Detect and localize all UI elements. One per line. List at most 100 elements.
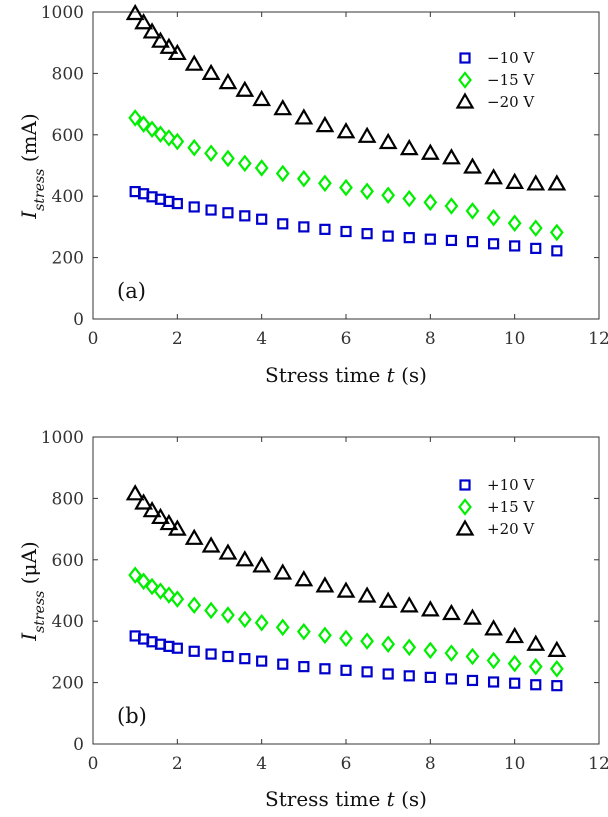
data-point bbox=[463, 157, 482, 174]
legend-marker bbox=[455, 519, 475, 536]
data-point bbox=[128, 109, 143, 127]
data-point bbox=[136, 572, 151, 591]
data-point bbox=[382, 668, 394, 680]
data-point bbox=[340, 225, 352, 238]
data-point bbox=[218, 72, 238, 90]
data-point bbox=[184, 528, 204, 545]
data-point bbox=[145, 577, 159, 596]
x-axis-label-var-b: t bbox=[387, 787, 396, 811]
data-point bbox=[125, 484, 145, 501]
data-point bbox=[222, 650, 234, 663]
data-point bbox=[403, 232, 415, 244]
series-triangle-b bbox=[125, 484, 567, 657]
x-tick-label: 10 bbox=[504, 754, 526, 774]
x-tick-label: 4 bbox=[256, 754, 267, 774]
x-tick-label: 8 bbox=[425, 754, 436, 774]
data-point bbox=[273, 563, 293, 580]
x-tick-label: 6 bbox=[341, 329, 352, 349]
data-point bbox=[188, 201, 200, 213]
y-tick-label: 0 bbox=[73, 310, 84, 330]
data-point bbox=[294, 108, 314, 125]
data-point bbox=[142, 22, 162, 39]
data-point bbox=[465, 647, 480, 666]
data-point bbox=[319, 663, 331, 675]
ticks-a: 0 2 4 6 8 10 12 0 200 400 600 800 1000 bbox=[41, 3, 608, 349]
series-diamond-a bbox=[128, 109, 564, 242]
series-diamond-b bbox=[128, 566, 564, 678]
legend-label: +20 V bbox=[487, 520, 535, 538]
data-point bbox=[505, 172, 525, 189]
y-axis-label-sub-b: stress bbox=[32, 591, 48, 633]
data-point bbox=[254, 613, 269, 632]
data-point bbox=[273, 99, 293, 116]
data-point bbox=[399, 138, 419, 156]
x-tick-label: 2 bbox=[172, 329, 183, 349]
panel-label-b: (b) bbox=[117, 704, 147, 728]
chart-panel-b: 0 2 4 6 8 10 12 0 200 400 600 800 1000 (b) Stress ti… bbox=[17, 428, 608, 811]
data-point bbox=[205, 648, 217, 660]
data-point bbox=[218, 543, 238, 560]
legend-marker bbox=[459, 479, 471, 491]
data-point bbox=[423, 193, 438, 212]
legend-marker bbox=[458, 498, 472, 516]
y-tick-label: 400 bbox=[52, 612, 84, 632]
chart-panel-a: 0 2 4 6 8 10 12 0 200 400 600 800 1000 (a) Stress ti… bbox=[17, 3, 608, 387]
data-point bbox=[340, 664, 352, 676]
data-point bbox=[339, 629, 353, 648]
data-point bbox=[445, 234, 458, 247]
x-tick-label: 0 bbox=[88, 329, 99, 349]
data-point bbox=[159, 513, 179, 531]
data-point bbox=[205, 204, 217, 216]
data-point bbox=[463, 608, 482, 625]
data-point bbox=[339, 178, 353, 197]
data-point bbox=[153, 125, 168, 143]
data-point bbox=[466, 236, 479, 248]
data-point bbox=[256, 213, 268, 225]
series-square-a bbox=[129, 185, 563, 257]
data-point bbox=[530, 242, 542, 254]
data-point bbox=[221, 606, 235, 624]
data-point bbox=[171, 197, 183, 210]
data-point bbox=[296, 169, 311, 188]
data-point bbox=[134, 13, 154, 30]
data-point bbox=[382, 230, 394, 242]
data-point bbox=[296, 622, 311, 641]
data-point bbox=[442, 148, 461, 165]
data-point bbox=[509, 677, 521, 689]
x-axis-label-suffix-a: (s) bbox=[395, 363, 427, 387]
data-point bbox=[153, 582, 168, 600]
data-point bbox=[151, 507, 170, 525]
data-point bbox=[134, 493, 154, 510]
y-axis-label-b: Istress (μA) bbox=[17, 541, 48, 641]
data-point bbox=[444, 197, 459, 215]
y-tick-label: 0 bbox=[73, 735, 84, 755]
data-point bbox=[378, 132, 398, 150]
data-point bbox=[361, 666, 373, 678]
y-tick-label: 1000 bbox=[41, 428, 84, 448]
data-point bbox=[315, 576, 335, 593]
data-point bbox=[530, 679, 542, 691]
y-tick-label: 1000 bbox=[41, 3, 84, 23]
data-point bbox=[445, 673, 458, 685]
data-point bbox=[399, 596, 419, 613]
x-axis-label-var-a: t bbox=[387, 363, 396, 387]
data-point bbox=[403, 670, 415, 682]
legend-label: −10 V bbox=[487, 49, 535, 67]
panel-label-a: (a) bbox=[117, 279, 146, 303]
data-point bbox=[444, 644, 459, 662]
data-point bbox=[487, 676, 500, 688]
data-point bbox=[526, 634, 546, 651]
data-point bbox=[378, 591, 398, 608]
data-point bbox=[507, 214, 522, 232]
data-point bbox=[336, 122, 356, 139]
data-point bbox=[275, 618, 290, 637]
y-tick-label: 400 bbox=[52, 187, 84, 207]
x-tick-label: 12 bbox=[588, 754, 608, 774]
data-point bbox=[551, 680, 563, 692]
data-point bbox=[487, 238, 500, 250]
data-point bbox=[466, 674, 479, 687]
data-point bbox=[360, 182, 374, 201]
data-point bbox=[204, 601, 218, 620]
data-point bbox=[484, 168, 503, 185]
